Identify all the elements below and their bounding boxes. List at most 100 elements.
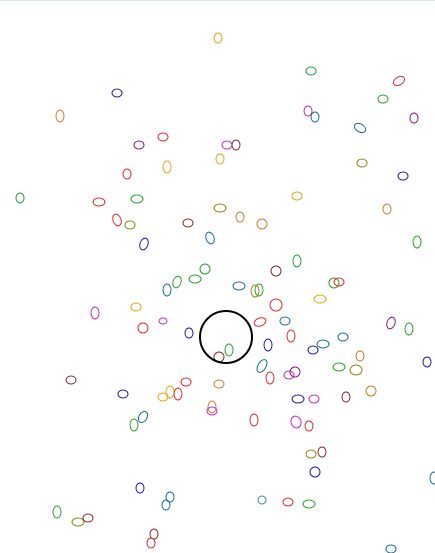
particle-ring — [270, 265, 282, 277]
particle-ring — [332, 362, 346, 372]
particle-ring — [133, 140, 145, 150]
particle-ring — [397, 171, 409, 181]
particle-ring — [130, 194, 144, 204]
particle-ring — [215, 153, 225, 165]
particle-ring — [341, 391, 351, 403]
particle-ring — [316, 339, 330, 349]
particle-ring — [382, 203, 392, 215]
particle-ring — [309, 466, 321, 478]
particle-ring — [292, 254, 302, 268]
particle-ring — [365, 385, 377, 397]
particle-ring — [235, 211, 245, 223]
particle-ring — [317, 446, 327, 458]
particle-ring — [213, 203, 227, 213]
particle-ring — [249, 413, 259, 427]
particle-ring — [349, 364, 363, 376]
particle-ring — [333, 277, 345, 287]
particle-ring — [355, 350, 365, 362]
particle-ring — [182, 218, 194, 228]
particle-ring — [256, 218, 268, 230]
particle-ring — [173, 387, 183, 401]
particle-ring — [257, 495, 267, 505]
particle-ring — [283, 370, 295, 380]
particle-ring — [122, 168, 132, 180]
particle-ring — [392, 75, 406, 87]
particle-ring — [165, 385, 175, 399]
particle-ring — [305, 449, 317, 459]
particle-ring — [279, 316, 291, 326]
particle-ring — [310, 111, 320, 123]
particle-ring — [112, 213, 122, 227]
particle-ring — [303, 105, 313, 117]
particle-ring — [124, 220, 136, 230]
particle-ring — [254, 283, 264, 297]
particle-ring — [188, 274, 202, 284]
particle-field — [15, 32, 435, 553]
particle-ring — [82, 513, 94, 523]
particle-ring — [353, 122, 367, 134]
particle-ring — [206, 406, 218, 416]
particle-ring — [386, 316, 396, 330]
particle-ring — [291, 394, 305, 404]
particle-ring — [429, 471, 435, 485]
particle-ring — [328, 277, 340, 289]
particle-ring — [385, 544, 397, 553]
particle-ring — [337, 332, 349, 342]
particle-ring — [117, 389, 129, 399]
particle-ring — [162, 160, 172, 174]
particle-ring — [231, 139, 241, 151]
particle-ring — [157, 132, 169, 142]
particle-ring — [165, 491, 175, 503]
particle-ring — [15, 192, 25, 204]
particle-ring — [146, 537, 156, 549]
particle-ring — [162, 283, 172, 297]
particle-ring — [253, 317, 267, 327]
particle-ring — [129, 418, 139, 432]
particle-ring — [289, 366, 301, 378]
particle-ring — [265, 371, 275, 385]
particle-ring — [207, 400, 217, 414]
particle-ring — [199, 263, 211, 275]
particle-ring — [356, 158, 368, 168]
particle-ring — [184, 327, 194, 339]
particle-ring — [224, 343, 234, 357]
particle-ring — [139, 237, 149, 251]
particle-ring — [158, 317, 168, 325]
particle-ring — [71, 517, 85, 527]
particle-ring — [282, 497, 294, 507]
particle-ring — [286, 329, 296, 343]
particle-ring — [180, 377, 192, 387]
particle-ring — [232, 281, 246, 291]
particle-ring — [269, 298, 283, 312]
particle-ring — [307, 345, 319, 355]
particle-ring — [111, 88, 123, 98]
particle-ring — [205, 231, 215, 245]
particle-ring — [137, 410, 149, 424]
particle-ring — [263, 338, 273, 352]
particle-ring — [290, 415, 302, 429]
particle-ring — [130, 302, 142, 312]
particle-ring — [52, 505, 62, 519]
particle-ring — [412, 235, 422, 249]
particle-ring — [221, 140, 233, 150]
particle-ring — [137, 322, 149, 334]
particle-ring — [161, 499, 171, 511]
particle-ring — [422, 356, 432, 368]
particle-ring — [149, 528, 159, 540]
particle-ring — [157, 392, 169, 402]
particle-ring — [213, 379, 225, 389]
player-cursor-ring[interactable] — [199, 310, 253, 364]
particle-ring — [256, 359, 268, 373]
particle-ring — [305, 66, 317, 76]
particle-ring — [404, 322, 414, 336]
particle-ring — [308, 394, 320, 404]
particle-ring — [250, 284, 260, 298]
particle-ring — [65, 375, 77, 385]
particle-ring — [302, 499, 316, 509]
particle-ring — [213, 32, 223, 44]
particle-ring — [313, 294, 327, 304]
particle-ring — [90, 306, 100, 320]
particle-ring — [172, 275, 182, 289]
